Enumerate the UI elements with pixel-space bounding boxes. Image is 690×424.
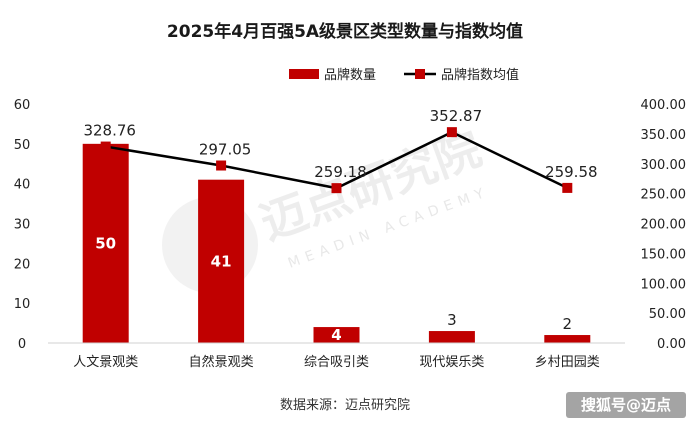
line-point xyxy=(446,127,457,138)
line-value-label: 259.58 xyxy=(545,163,598,181)
source-note: 数据来源：迈点研究院 xyxy=(280,398,410,413)
y-left-tick-label: 10 xyxy=(14,297,31,312)
bar-series: 50 41 4 3 2 xyxy=(82,143,591,344)
x-axis: 人文景观类 自然景观类 综合吸引类 现代娱乐类 乡村田园类 xyxy=(48,342,625,370)
line-point xyxy=(100,141,111,152)
y-axis-left: 0 10 20 30 40 50 60 xyxy=(14,98,31,352)
bar-value-label: 3 xyxy=(447,311,457,329)
line-point xyxy=(216,160,227,171)
bar xyxy=(313,327,360,343)
legend-bar-swatch xyxy=(289,69,319,79)
x-tick-label: 人文景观类 xyxy=(73,355,138,370)
bar xyxy=(82,143,129,343)
x-tick-label: 自然景观类 xyxy=(189,354,254,370)
y-right-tick-label: 400.00 xyxy=(641,98,687,113)
line-point xyxy=(331,183,342,194)
x-tick-label: 综合吸引类 xyxy=(304,355,369,370)
bar xyxy=(428,331,475,343)
line-value-label: 297.05 xyxy=(199,141,252,159)
y-left-tick-label: 60 xyxy=(14,98,31,113)
y-right-tick-label: 300.00 xyxy=(641,158,687,173)
y-left-tick-label: 40 xyxy=(14,178,31,193)
y-right-tick-label: 250.00 xyxy=(641,188,687,203)
line-value-label: 352.87 xyxy=(430,107,483,125)
bar xyxy=(198,179,245,343)
y-right-tick-label: 350.00 xyxy=(641,128,687,143)
y-left-tick-label: 0 xyxy=(18,337,26,352)
x-tick-label: 现代娱乐类 xyxy=(419,355,484,370)
bar-value-label: 41 xyxy=(211,252,232,270)
credit-badge: 搜狐号@迈点 xyxy=(566,392,686,418)
legend-line-marker xyxy=(415,69,425,79)
y-left-tick-label: 20 xyxy=(14,257,31,272)
bar-value-label: 50 xyxy=(95,234,116,252)
credit-text: 搜狐号@迈点 xyxy=(581,396,671,414)
y-left-tick-label: 50 xyxy=(14,138,31,153)
line-series: 328.76 297.05 259.18 352.87 259.58 xyxy=(83,107,598,194)
y-right-tick-label: 0.00 xyxy=(657,337,686,352)
legend: 品牌数量 品牌指数均值 xyxy=(289,67,519,83)
bar xyxy=(544,335,591,343)
line-value-label: 259.18 xyxy=(314,163,367,181)
legend-label: 品牌数量 xyxy=(324,67,376,83)
legend-label: 品牌指数均值 xyxy=(441,67,519,83)
line-point xyxy=(562,182,573,193)
y-right-tick-label: 50.00 xyxy=(649,307,686,322)
y-left-tick-label: 30 xyxy=(14,218,31,233)
y-axis-right: 0.00 50.00 100.00 150.00 200.00 250.00 300.00 3… xyxy=(641,98,687,352)
bar-value-label: 4 xyxy=(331,326,341,344)
line-value-label: 328.76 xyxy=(83,122,136,140)
y-right-tick-label: 150.00 xyxy=(641,247,687,262)
y-right-tick-label: 200.00 xyxy=(641,218,687,233)
y-right-tick-label: 100.00 xyxy=(641,277,687,292)
chart-title: 2025年4月百强5A级景区类型数量与指数均值 xyxy=(167,21,523,42)
x-tick-label: 乡村田园类 xyxy=(535,355,600,370)
bar-value-label: 2 xyxy=(563,315,573,333)
